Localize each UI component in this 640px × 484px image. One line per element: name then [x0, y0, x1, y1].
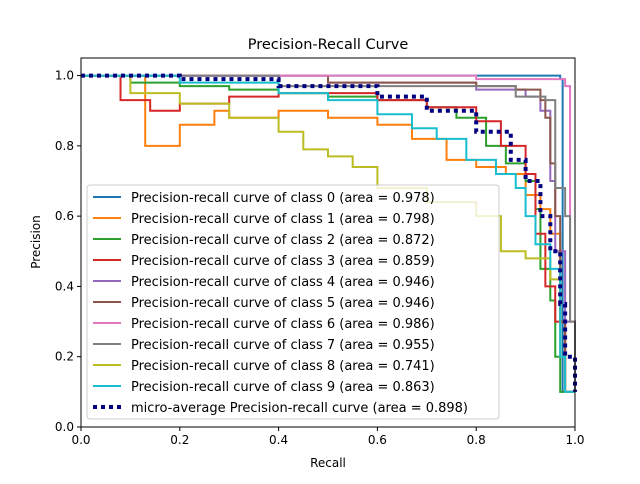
x-tick-label: 1.0	[565, 433, 584, 447]
legend-label: Precision-recall curve of class 7 (area …	[131, 338, 435, 353]
legend-label: Precision-recall curve of class 2 (area …	[131, 233, 435, 248]
y-tick-label: 0.6	[55, 209, 74, 223]
plot-frame	[80, 57, 576, 428]
y-tick-label: 0.8	[55, 139, 74, 153]
y-tick-label: 0.4	[55, 279, 74, 293]
legend: Precision-recall curve of class 0 (area …	[86, 184, 500, 420]
x-tick-label: 0.6	[368, 433, 387, 447]
legend-box	[86, 184, 500, 420]
series-line-1	[81, 74, 575, 393]
legend-label: Precision-recall curve of class 3 (area …	[131, 254, 435, 269]
series-line-10	[81, 73, 577, 392]
series-line-9	[81, 74, 575, 393]
legend-label: Precision-recall curve of class 8 (area …	[131, 359, 435, 374]
legend-label: Precision-recall curve of class 1 (area …	[131, 212, 435, 227]
y-tick-label: 0.0	[55, 420, 74, 434]
chart-title: Precision-Recall Curve	[248, 37, 409, 53]
y-tick-label: 0.2	[55, 350, 74, 364]
x-tick-label: 0.8	[467, 433, 486, 447]
legend-label: micro-average Precision-recall curve (ar…	[131, 401, 468, 416]
legend-label: Precision-recall curve of class 5 (area …	[131, 296, 435, 311]
series-line-7	[81, 74, 576, 392]
x-tick-label: 0.2	[170, 433, 189, 447]
legend-label: Precision-recall curve of class 4 (area …	[131, 275, 435, 290]
x-axis-label: Recall	[310, 456, 346, 470]
legend-label: Precision-recall curve of class 6 (area …	[131, 317, 435, 332]
legend-label: Precision-recall curve of class 0 (area …	[131, 191, 435, 206]
series-line-2	[81, 74, 575, 393]
x-tick-label: 0.0	[71, 433, 90, 447]
x-tick-label: 0.4	[269, 433, 288, 447]
y-axis-label: Precision	[29, 215, 43, 269]
y-tick-label: 1.0	[55, 69, 74, 83]
series-line-8	[81, 74, 575, 393]
legend-label: Precision-recall curve of class 9 (area …	[131, 380, 435, 395]
